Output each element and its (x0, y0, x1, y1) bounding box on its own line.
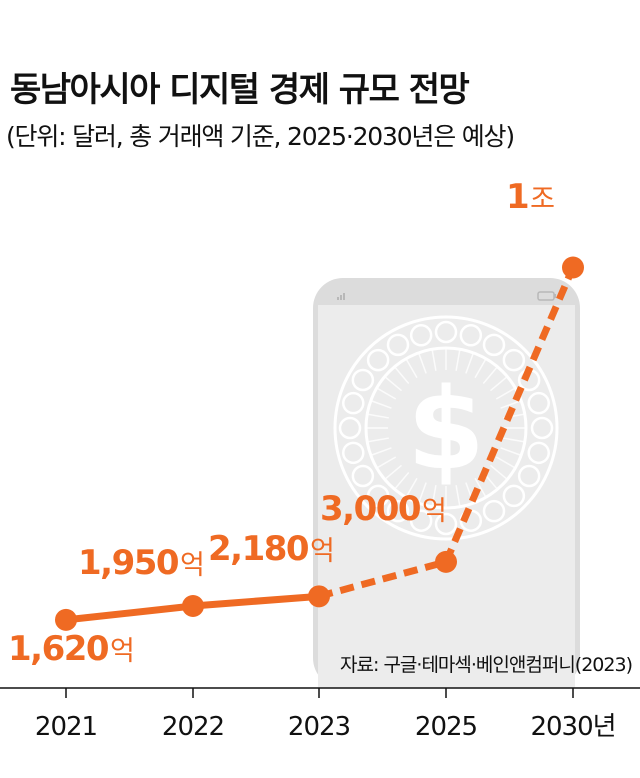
actual-line-segment (65, 602, 194, 624)
smartphone-illustration: $ (313, 278, 580, 688)
data-point-2021 (55, 608, 77, 631)
dollar-coin-icon: $ (333, 315, 559, 541)
data-label: 3,000억 (320, 489, 447, 529)
data-label-unit: 조 (530, 184, 555, 215)
data-label: 2,180억 (208, 529, 335, 569)
projected-line-segment (442, 266, 577, 564)
svg-text:$: $ (407, 365, 485, 495)
data-label-value: 2,180 (208, 529, 309, 569)
data-point-2030년 (562, 256, 584, 279)
page-title: 동남아시아 디지털 경제 규모 전망 (10, 70, 470, 110)
data-point-2023 (308, 585, 330, 608)
data-label: 1조 (506, 177, 555, 217)
actual-line-segment (192, 592, 320, 610)
x-tick-label: 2021 (35, 712, 97, 742)
x-tick-label: 2025 (415, 712, 477, 742)
data-point-2025 (435, 550, 457, 573)
subtitle: (단위: 달러, 총 거래액 기준, 2025·2030년은 예상) (6, 122, 515, 151)
data-label-value: 1 (506, 177, 528, 217)
data-point-2022 (182, 595, 204, 618)
source-note: 자료: 구글·테마섹·베인앤컴퍼니(2023) (340, 654, 633, 676)
data-label-value: 1,950 (78, 543, 179, 583)
data-label: 1,620억 (8, 629, 135, 669)
battery-icon (537, 291, 556, 301)
signal-icon (337, 293, 345, 300)
data-label: 1,950억 (78, 543, 205, 583)
data-label-unit: 억 (110, 636, 135, 667)
data-label-value: 1,620 (8, 629, 109, 669)
data-label-value: 3,000 (320, 489, 421, 529)
data-label-unit: 억 (422, 496, 447, 527)
data-label-unit: 억 (180, 550, 205, 581)
x-tick-label: 2022 (162, 712, 224, 742)
x-tick-label: 2030년 (530, 712, 615, 742)
data-label-unit: 억 (310, 536, 335, 567)
x-tick-label: 2023 (288, 712, 350, 742)
